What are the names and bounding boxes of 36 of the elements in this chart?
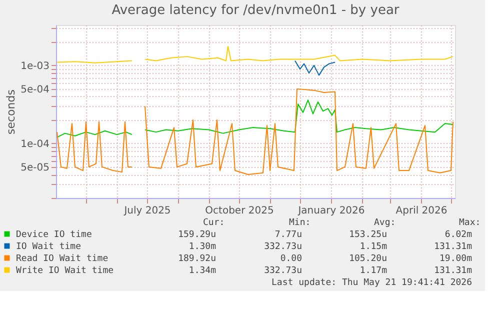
text: 131.31m	[434, 266, 472, 276]
text: 0.00	[280, 254, 302, 264]
text: 189.92u	[178, 254, 216, 264]
x-tick-label: July 2025	[123, 206, 171, 216]
text: 332.73u	[264, 242, 302, 252]
text: 1.30m	[188, 242, 216, 252]
text: 105.20u	[349, 254, 387, 264]
x-tick-label: January 2026	[297, 206, 365, 216]
y-tick-label: 1e-03	[20, 60, 50, 72]
text: Max:	[459, 218, 481, 228]
text: 1.34m	[188, 266, 216, 276]
y-tick-label: 5e-05	[20, 162, 50, 174]
legend-label: IO Wait time	[16, 242, 82, 252]
legend-label: Write IO Wait time	[16, 266, 114, 276]
y-tick-label: 1e-04	[20, 138, 50, 150]
text: 159.29u	[178, 230, 216, 240]
text: 1.15m	[360, 242, 387, 252]
text: Avg:	[374, 218, 396, 228]
legend-label: Read IO Wait time	[16, 254, 108, 264]
text: Min:	[289, 218, 311, 228]
text: Last update: Thu May 21 19:41:41 2026	[272, 278, 472, 288]
text: 1.17m	[360, 266, 387, 276]
text: 332.73u	[264, 266, 302, 276]
chart-title: Average latency for /dev/nvme0n1 - by year	[112, 3, 400, 18]
legend-label: Device IO time	[16, 230, 92, 240]
text: 6.02m	[444, 230, 472, 240]
text: Cur:	[203, 218, 225, 228]
x-tick-label: April 2026	[396, 206, 448, 216]
text: 7.77u	[274, 230, 302, 240]
y-axis-title: seconds	[4, 89, 18, 134]
line-series	[294, 60, 336, 76]
text: 19.00m	[439, 254, 472, 264]
y-tick-label: 5e-04	[20, 84, 50, 96]
text: 153.25u	[349, 230, 387, 240]
text: 131.31m	[434, 242, 472, 252]
x-tick-label: October 2025	[205, 206, 274, 216]
